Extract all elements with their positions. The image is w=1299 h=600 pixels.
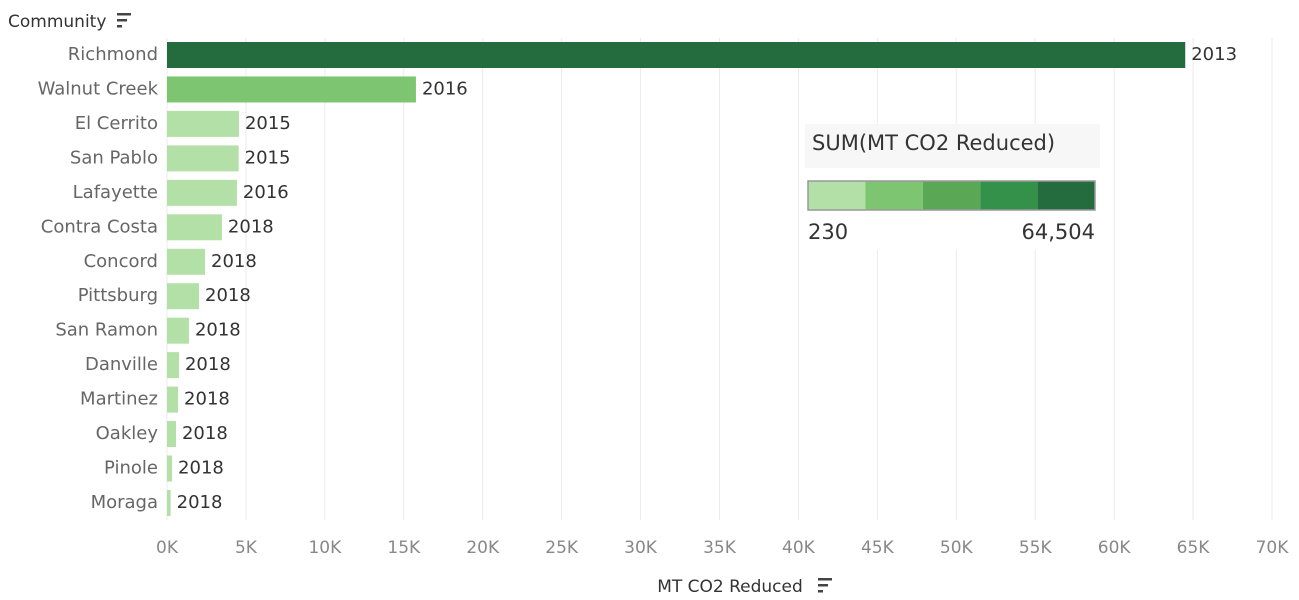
sort-icon <box>117 13 131 28</box>
legend-swatch <box>980 181 1038 210</box>
bar <box>167 214 222 241</box>
category-label: San Ramon <box>55 320 158 341</box>
x-tick-label: 5K <box>235 538 258 558</box>
category-label: Pittsburg <box>78 285 158 306</box>
category-label: San Pablo <box>70 147 158 168</box>
legend-title-bg <box>805 124 1100 168</box>
bar-label: 2018 <box>185 354 231 375</box>
category-label: Contra Costa <box>41 216 158 237</box>
bar <box>167 76 416 103</box>
category-label: Lafayette <box>73 182 158 203</box>
x-tick-label: 35K <box>703 538 737 558</box>
x-tick-label: 45K <box>861 538 895 558</box>
bar <box>167 386 179 413</box>
bar <box>167 248 206 275</box>
bar <box>167 489 171 516</box>
category-label: Danville <box>85 354 158 375</box>
x-tick-label: 30K <box>624 538 658 558</box>
x-tick-label: 10K <box>308 538 342 558</box>
category-label: Pinole <box>104 458 158 479</box>
x-tick-label: 40K <box>782 538 816 558</box>
x-tick-label: 0K <box>156 538 179 558</box>
y-header: Community <box>8 12 106 32</box>
x-tick-label: 20K <box>466 538 500 558</box>
bar-label: 2018 <box>184 389 230 410</box>
x-tick-label: 60K <box>1098 538 1132 558</box>
category-label: Concord <box>84 251 158 272</box>
bar <box>167 110 239 137</box>
legend-swatch <box>922 181 981 210</box>
bar-label: 2013 <box>1191 44 1237 65</box>
x-tick-label: 50K <box>940 538 974 558</box>
category-label: Martinez <box>80 389 158 410</box>
x-tick-label: 25K <box>545 538 579 558</box>
bar <box>167 317 189 344</box>
bar-label: 2018 <box>228 216 274 237</box>
bar <box>167 455 173 482</box>
legend-min: 230 <box>808 220 848 244</box>
category-label: Moraga <box>91 492 158 513</box>
legend-title: SUM(MT CO2 Reduced) <box>812 131 1055 155</box>
legend-swatch <box>865 181 923 210</box>
bar-label: 2015 <box>245 113 291 134</box>
bar-label: 2016 <box>243 182 289 203</box>
bar <box>167 283 200 310</box>
category-label: Richmond <box>68 44 158 65</box>
bar-label: 2018 <box>195 320 241 341</box>
bar <box>167 421 176 448</box>
category-label: El Cerrito <box>75 113 158 134</box>
x-axis-title: MT CO2 Reduced <box>657 577 803 597</box>
x-tick-label: 15K <box>387 538 421 558</box>
x-tick-label: 65K <box>1177 538 1211 558</box>
bar <box>167 179 237 206</box>
legend-ramp-border <box>807 180 1096 211</box>
category-label: Oakley <box>96 423 159 444</box>
bar <box>167 145 239 172</box>
x-tick-label: 70K <box>1256 538 1290 558</box>
bar-label: 2018 <box>205 285 251 306</box>
legend-max: 64,504 <box>1022 220 1095 244</box>
bar <box>167 42 1186 68</box>
bar-label: 2018 <box>182 423 228 444</box>
sort-icon <box>818 578 832 593</box>
legend-swatch <box>1037 181 1095 210</box>
bar-label: 2015 <box>245 147 291 168</box>
legend-swatch <box>808 181 866 210</box>
bar-label: 2018 <box>211 251 257 272</box>
category-label: Walnut Creek <box>38 78 159 99</box>
x-tick-label: 55K <box>1019 538 1053 558</box>
bar-label: 2018 <box>177 492 223 513</box>
bar-label: 2018 <box>178 458 224 479</box>
bar <box>167 352 179 379</box>
bar-label: 2016 <box>422 78 468 99</box>
